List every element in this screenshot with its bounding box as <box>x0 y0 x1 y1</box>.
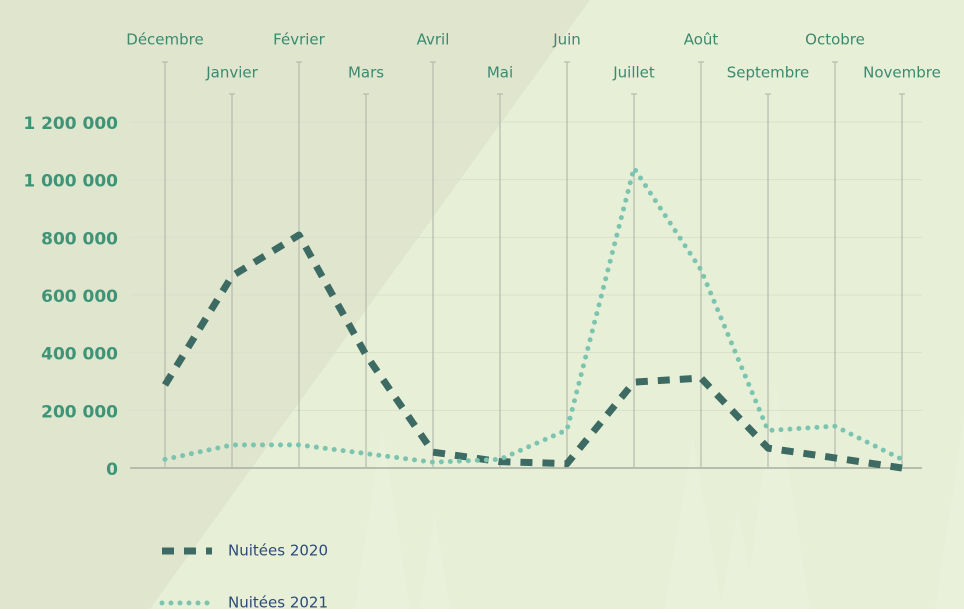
x-tick-label: Avril <box>417 31 450 49</box>
x-tick-label: Janvier <box>205 64 258 82</box>
y-tick-label: 400 000 <box>41 345 118 365</box>
legend-label: Nuitées 2021 <box>228 594 328 610</box>
y-tick-label: 1 000 000 <box>23 172 118 192</box>
x-tick-label: Septembre <box>727 64 810 82</box>
x-tick-label: Février <box>273 31 325 49</box>
y-tick-label: 0 <box>106 460 118 480</box>
y-tick-label: 1 200 000 <box>23 114 118 134</box>
x-tick-label: Août <box>684 31 719 49</box>
y-tick-label: 600 000 <box>41 287 118 307</box>
chart: 0 200 000 400 000 600 000 800 000 1 000 000 1 … <box>0 0 964 609</box>
x-tick-label: Juin <box>552 31 581 49</box>
legend-label: Nuitées 2020 <box>228 542 328 560</box>
x-tick-label: Novembre <box>863 64 941 82</box>
x-tick-label: Décembre <box>126 31 203 49</box>
x-tick-label: Octobre <box>805 31 865 49</box>
y-tick-label: 200 000 <box>41 402 118 422</box>
y-tick-label: 800 000 <box>41 229 118 249</box>
x-tick-label: Mai <box>487 64 513 82</box>
x-tick-label: Mars <box>348 64 384 82</box>
x-tick-label: Juillet <box>612 64 655 82</box>
